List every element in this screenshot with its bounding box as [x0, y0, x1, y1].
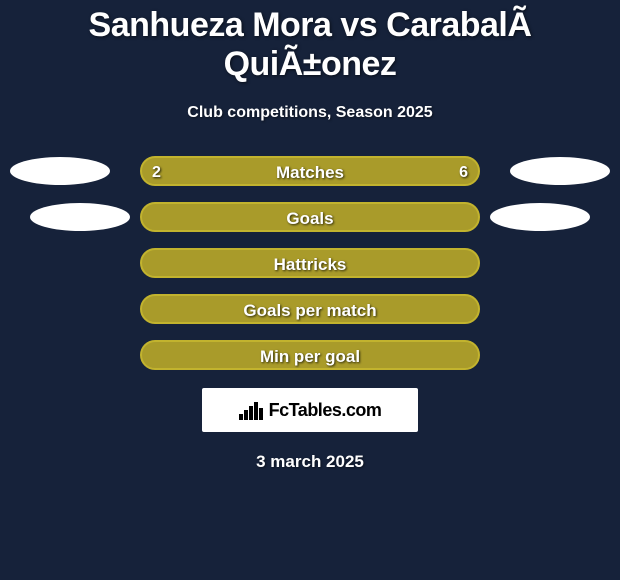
bar-chart-icon — [239, 400, 263, 420]
branding-badge: FcTables.com — [202, 388, 418, 432]
subtitle: Club competitions, Season 2025 — [0, 104, 620, 122]
stat-bar-track: Goals — [140, 202, 480, 232]
player-photo-right — [510, 157, 610, 185]
stat-row: Goals — [0, 202, 620, 232]
stat-metric-label: Min per goal — [142, 342, 478, 370]
player-photo-left — [10, 157, 110, 185]
stat-row: 26Matches — [0, 156, 620, 186]
stat-bar-track: Hattricks — [140, 248, 480, 278]
stat-row: Goals per match — [0, 294, 620, 324]
player-photo-right — [490, 203, 590, 231]
stat-metric-label: Goals per match — [142, 296, 478, 324]
stat-row: Min per goal — [0, 340, 620, 370]
stat-metric-label: Goals — [142, 204, 478, 232]
stat-bar-track: 26Matches — [140, 156, 480, 186]
stat-bar-track: Min per goal — [140, 340, 480, 370]
branding-text: FcTables.com — [269, 400, 382, 421]
page-title: Sanhueza Mora vs CarabalÃ QuiÃ±onez — [0, 0, 620, 84]
stats-container: 26Matches Goals Hattricks Goals per match Mi… — [0, 156, 620, 370]
date-label: 3 march 2025 — [0, 452, 620, 472]
stat-metric-label: Hattricks — [142, 250, 478, 278]
stat-metric-label: Matches — [142, 158, 478, 186]
stat-row: Hattricks — [0, 248, 620, 278]
stat-bar-track: Goals per match — [140, 294, 480, 324]
player-photo-left — [30, 203, 130, 231]
